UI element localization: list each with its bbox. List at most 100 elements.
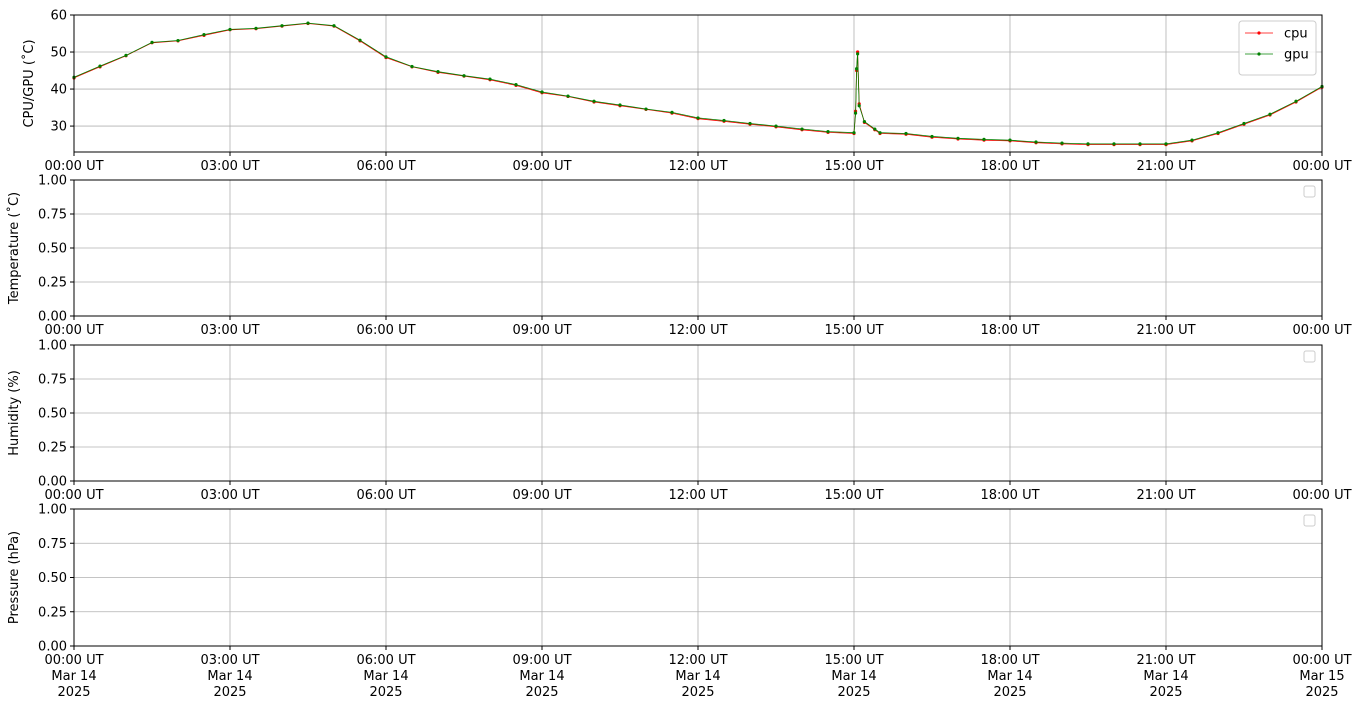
point [436,70,440,74]
point [748,121,752,126]
x-tick-label: 03:00 UT Mar 14 2025 [200,653,259,700]
point [1138,142,1142,146]
x-tick-label: 09:00 UT [512,159,571,174]
y-tick-label: 30 [50,120,67,135]
point [1008,138,1012,142]
point [514,83,518,87]
x-tick-label: 06:00 UT Mar 14 2025 [356,653,415,700]
point [566,94,570,98]
x-tick-label: 12:00 UT [668,488,727,503]
point [956,136,960,140]
y-tick-label: 0.50 [38,571,67,586]
point [410,64,414,69]
x-tick-label: 15:00 UT [824,159,883,174]
y-axis-label: Humidity (%) [7,370,22,456]
x-tick-label: 00:00 UT [44,323,103,338]
y-tick-label: 0.25 [38,441,67,456]
point [1242,121,1246,126]
point [124,53,128,57]
y-tick-label: 0.25 [38,605,67,620]
x-tick-label: 18:00 UT [980,488,1039,503]
y-tick-label: 0.00 [38,475,67,490]
y-tick-label: 1.00 [38,503,67,518]
x-tick-label: 15:00 UT [824,488,883,503]
x-tick-label: 21:00 UT [1136,323,1195,338]
x-tick-label: 21:00 UT Mar 14 2025 [1136,653,1195,700]
legend-marker [1257,52,1261,56]
x-tick-label: 12:00 UT [668,323,727,338]
point [1112,142,1116,146]
y-tick-label: 0.75 [38,537,67,552]
x-tick-label: 09:00 UT [512,488,571,503]
point [904,131,908,136]
x-tick-label: 18:00 UT [980,323,1039,338]
x-tick-label: 12:00 UT Mar 14 2025 [668,653,727,700]
point [1294,99,1298,103]
x-tick-label: 00:00 UT Mar 15 2025 [1292,653,1351,700]
point [878,131,882,135]
point [862,120,867,124]
x-tick-label: 00:00 UT [1292,488,1351,503]
x-tick-label: 06:00 UT [356,159,415,174]
legend-label: cpu [1284,27,1308,42]
point [150,40,154,45]
point [98,64,102,68]
point [857,104,861,108]
legend-box [1303,514,1316,527]
y-tick-label: 1.00 [38,174,67,189]
point [1060,141,1064,145]
x-tick-label: 06:00 UT [356,488,415,503]
point [462,74,466,78]
point [358,38,362,42]
point [488,77,492,81]
point [853,111,858,115]
y-tick-label: 60 [50,9,67,24]
legend-box [1238,20,1317,76]
axes-frame [73,179,1323,317]
point [696,116,700,120]
y-axis-label: Pressure (hPa) [7,531,22,624]
x-tick-label: 00:00 UT Mar 14 2025 [44,653,103,700]
point [280,24,284,28]
y-tick-label: 0.00 [38,310,67,325]
y-tick-label: 1.00 [38,339,67,354]
y-axis-label: CPU/GPU (˚C) [21,39,37,127]
point [722,118,726,123]
point [873,127,877,131]
point [1034,140,1038,144]
axes-frame [73,344,1323,482]
point [1268,112,1272,116]
y-tick-label: 50 [50,46,67,61]
x-tick-label: 09:00 UT Mar 14 2025 [512,653,571,700]
x-tick-label: 21:00 UT [1136,159,1195,174]
x-tick-label: 09:00 UT [512,323,571,338]
x-tick-label: 00:00 UT [1292,323,1351,338]
x-tick-label: 00:00 UT [44,488,103,503]
point [670,110,674,114]
axes-frame [73,508,1323,647]
x-tick-label: 12:00 UT [668,159,727,174]
x-tick-label: 18:00 UT [980,159,1039,174]
point [332,24,336,28]
point [384,55,388,59]
point [856,52,860,56]
y-tick-label: 40 [50,83,67,98]
point [202,33,206,37]
point [852,131,856,135]
y-tick-label: 0.75 [38,208,67,223]
point [592,99,596,103]
x-tick-label: 18:00 UT Mar 14 2025 [980,653,1039,700]
x-tick-label: 06:00 UT [356,323,415,338]
x-tick-label: 03:00 UT [200,488,259,503]
point [618,103,622,107]
legend-label: gpu [1284,48,1309,63]
point [1190,138,1194,142]
point [1216,131,1220,135]
point [1086,142,1090,146]
x-tick-label: 00:00 UT [44,159,103,174]
axes-frame [73,14,1323,153]
point [930,134,934,139]
y-tick-label: 0.00 [38,640,67,655]
x-tick-label: 00:00 UT [1292,159,1351,174]
